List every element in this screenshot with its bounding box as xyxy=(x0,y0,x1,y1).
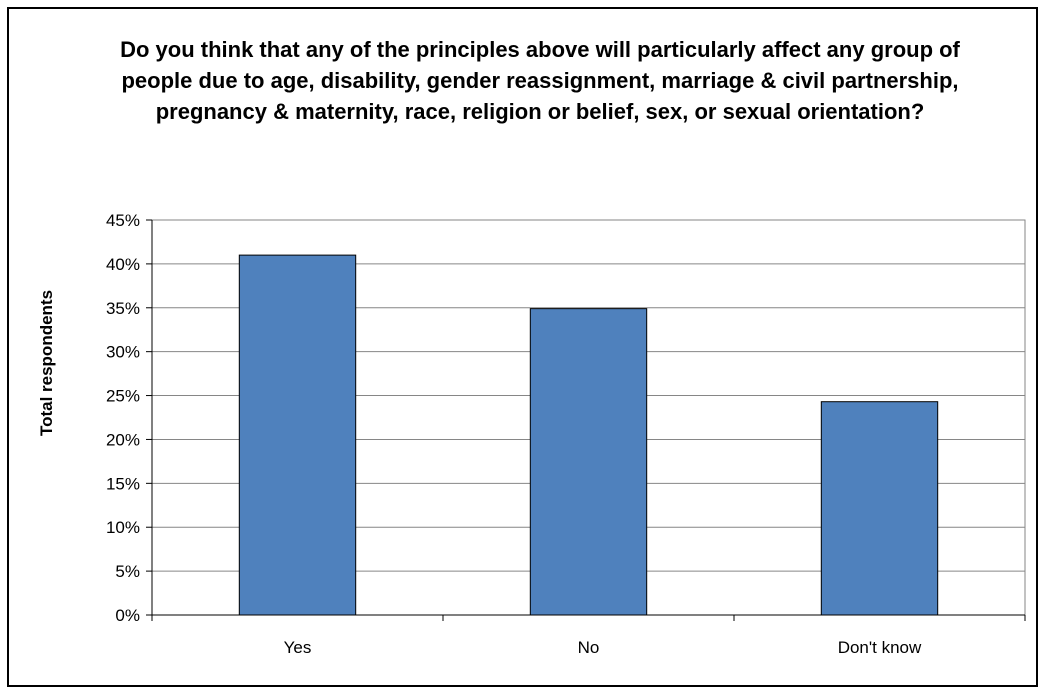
y-tick-label: 0% xyxy=(115,606,140,625)
y-tick-label: 15% xyxy=(106,474,140,493)
y-tick-label: 5% xyxy=(115,562,140,581)
x-tick-label: Yes xyxy=(284,638,312,657)
y-tick-label: 30% xyxy=(106,343,140,362)
bar xyxy=(238,254,357,616)
y-tick-label: 40% xyxy=(106,255,140,274)
x-tick-label: No xyxy=(578,638,600,657)
chart-title: Do you think that any of the principles … xyxy=(120,37,960,124)
x-tick-label: Don't know xyxy=(838,638,922,657)
y-tick-label: 25% xyxy=(106,387,140,406)
y-tick-label: 20% xyxy=(106,430,140,449)
y-tick-label: 35% xyxy=(106,299,140,318)
y-tick-label: 10% xyxy=(106,518,140,537)
bar xyxy=(529,308,648,616)
y-tick-label: 45% xyxy=(106,211,140,230)
bar xyxy=(820,401,939,616)
